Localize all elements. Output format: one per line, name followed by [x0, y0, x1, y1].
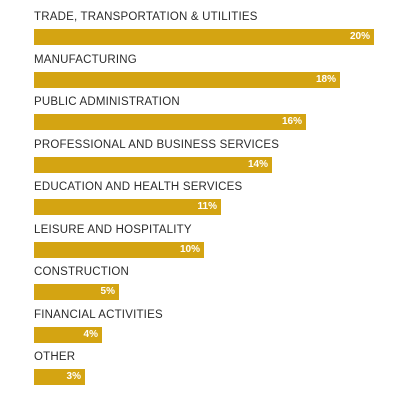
category-label: PROFESSIONAL AND BUSINESS SERVICES: [34, 138, 280, 151]
bar: 5%: [34, 284, 119, 300]
bar: 3%: [34, 369, 85, 385]
category-label: FINANCIAL ACTIVITIES: [34, 308, 163, 321]
category-label: LEISURE AND HOSPITALITY: [34, 223, 192, 236]
category-label: MANUFACTURING: [34, 53, 137, 66]
value-label: 18%: [315, 73, 336, 85]
bar: 14%: [34, 156, 272, 173]
category-label: EDUCATION AND HEALTH SERVICES: [34, 181, 243, 193]
bar: 11%: [34, 199, 221, 215]
category-label: PUBLIC ADMINISTRATION: [34, 96, 180, 108]
bar: 16%: [34, 114, 306, 130]
value-label: 3%: [66, 371, 81, 382]
category-label: OTHER: [34, 351, 76, 363]
category-label: TRADE, TRANSPORTATION & UTILITIES: [34, 11, 258, 23]
value-label: 4%: [83, 328, 98, 340]
bar: 18%: [34, 71, 340, 88]
bar: 4%: [34, 326, 102, 343]
bar: 10%: [34, 241, 204, 258]
value-label: 20%: [349, 31, 370, 42]
value-label: 16%: [281, 116, 302, 127]
category-label: CONSTRUCTION: [34, 266, 130, 278]
value-label: 10%: [179, 243, 200, 255]
bar: 20%: [34, 29, 374, 45]
value-label: 11%: [197, 201, 217, 212]
value-label: 14%: [247, 158, 268, 170]
value-label: 5%: [100, 286, 115, 297]
